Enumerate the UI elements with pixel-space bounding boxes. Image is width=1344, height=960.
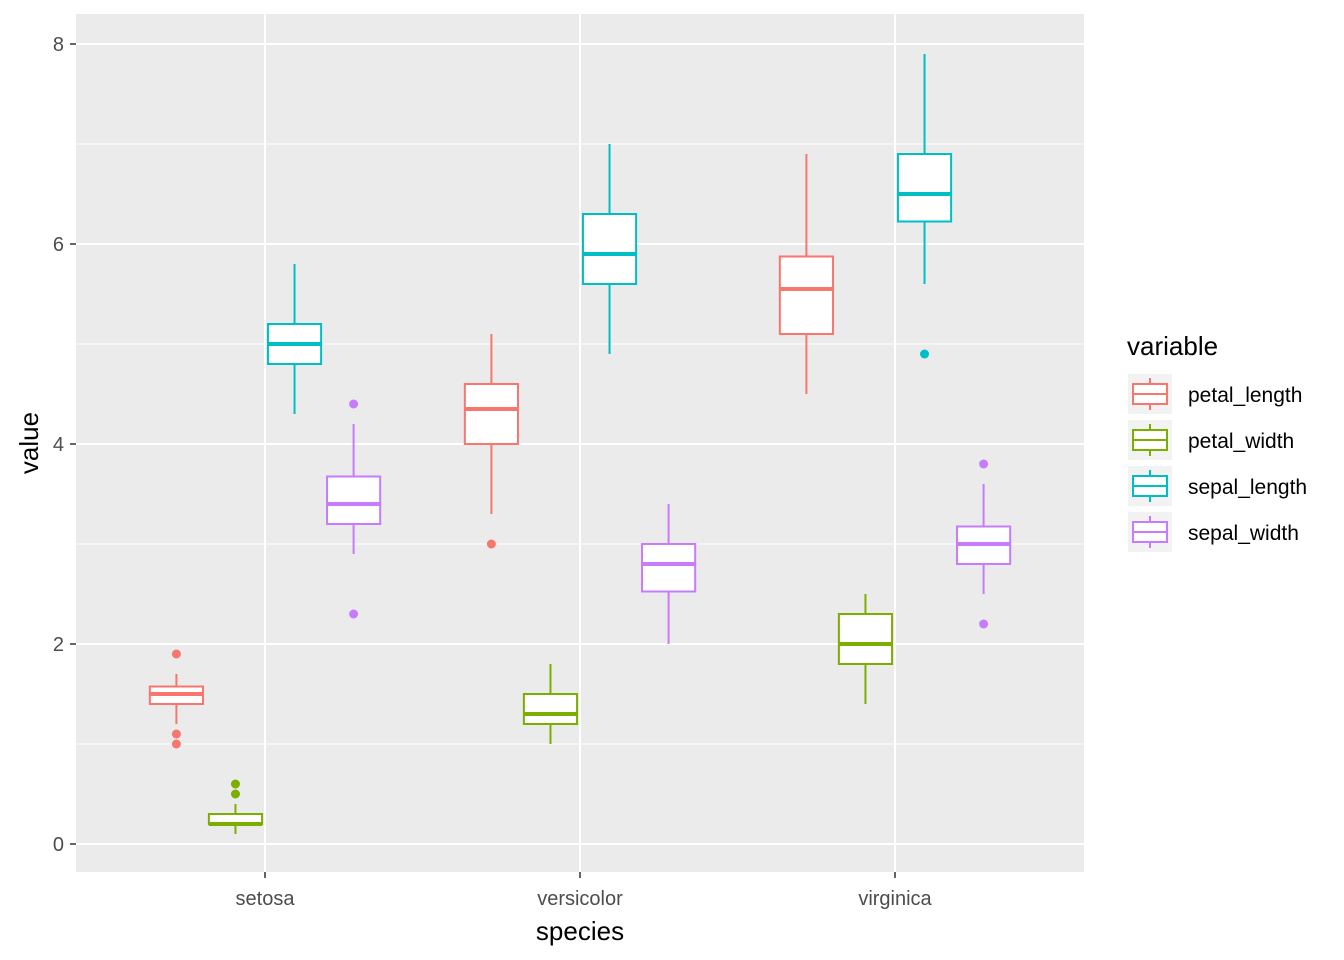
y-tick-label: 4 — [53, 434, 64, 456]
y-axis: 0 2 4 6 8 — [53, 34, 76, 856]
outlier-point — [230, 779, 240, 789]
legend-label: sepal_length — [1188, 476, 1307, 499]
box-petal_length-virginica — [778, 154, 834, 394]
grid-lines — [76, 14, 1084, 872]
x-axis: setosa versicolor virginica — [236, 872, 933, 910]
y-tick-label: 8 — [53, 34, 64, 56]
boxes-layer — [148, 54, 1012, 834]
y-tick-label: 2 — [53, 634, 64, 656]
box-sepal_length-virginica — [896, 54, 953, 359]
outlier-point — [486, 539, 496, 549]
legend-item-sepal_length: sepal_length — [1128, 466, 1307, 506]
y-tick-label: 0 — [53, 834, 64, 856]
box-sepal_length-setosa — [266, 264, 323, 414]
box-sepal_width-setosa — [326, 399, 382, 619]
box-body — [778, 255, 834, 335]
box-body — [463, 383, 519, 445]
legend: variable petal_length petal_width sepal_le… — [1127, 331, 1307, 552]
box-body — [581, 213, 638, 285]
box-petal_length-versicolor — [463, 334, 519, 549]
outlier-point — [349, 609, 359, 619]
box-body — [522, 693, 579, 725]
box-petal_length-setosa — [148, 649, 204, 749]
legend-label: sepal_width — [1188, 522, 1299, 545]
x-tick-label: setosa — [236, 888, 296, 910]
box-petal_width-setosa — [207, 779, 264, 834]
box-body — [837, 613, 894, 665]
series-petal_length — [148, 154, 834, 749]
series-sepal_width — [326, 399, 1012, 644]
x-tick-label: versicolor — [537, 888, 623, 910]
x-axis-title: species — [536, 916, 624, 946]
box-sepal_width-versicolor — [641, 504, 697, 644]
outlier-point — [171, 729, 181, 739]
box-sepal_length-versicolor — [581, 144, 638, 354]
x-tick-label: virginica — [858, 888, 932, 910]
box-sepal_width-virginica — [956, 459, 1012, 629]
outlier-point — [349, 399, 359, 409]
legend-title: variable — [1127, 331, 1218, 361]
box-petal_width-versicolor — [522, 664, 579, 744]
legend-label: petal_width — [1188, 430, 1294, 453]
outlier-point — [920, 349, 930, 359]
legend-item-petal_length: petal_length — [1128, 374, 1302, 414]
outlier-point — [171, 739, 181, 749]
y-axis-title: value — [14, 412, 44, 474]
outlier-point — [979, 619, 989, 629]
legend-label: petal_length — [1188, 384, 1302, 407]
series-petal_width — [207, 594, 894, 834]
y-tick-label: 6 — [53, 234, 64, 256]
legend-item-petal_width: petal_width — [1128, 420, 1294, 460]
box-body — [896, 153, 953, 223]
outlier-point — [171, 649, 181, 659]
legend-item-sepal_width: sepal_width — [1128, 512, 1299, 552]
box-body — [326, 475, 382, 525]
outlier-point — [979, 459, 989, 469]
series-sepal_length — [266, 54, 953, 414]
box-petal_width-virginica — [837, 594, 894, 704]
box-body — [641, 543, 697, 593]
outlier-point — [230, 789, 240, 799]
